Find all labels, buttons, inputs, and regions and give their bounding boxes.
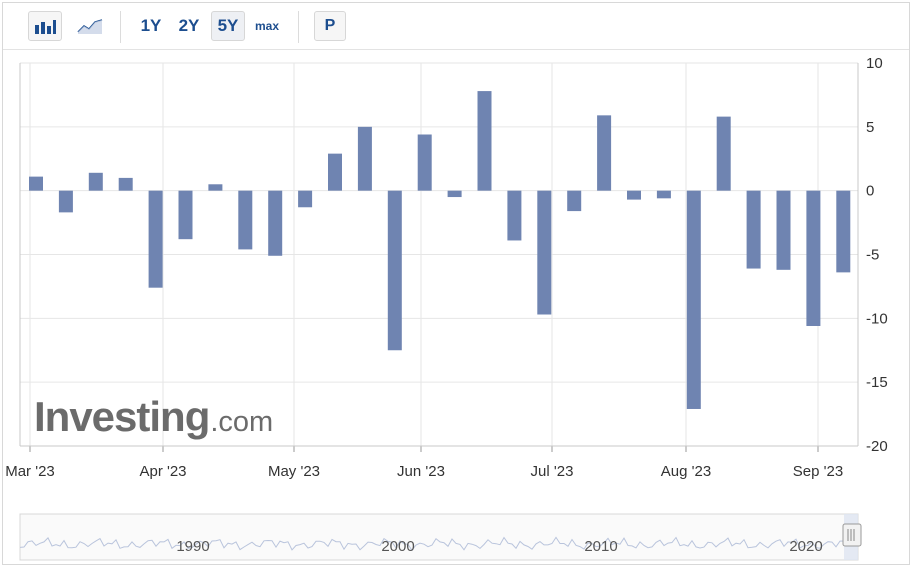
- bar-24: [746, 190, 761, 269]
- range-5y-button[interactable]: 5Y: [211, 11, 245, 41]
- gridlines: [20, 62, 858, 447]
- x-tick-label: Mar '23: [5, 463, 55, 480]
- range-2y-button[interactable]: 2Y: [178, 16, 200, 35]
- logo-brand: Investing: [34, 393, 210, 440]
- bar-12: [387, 190, 402, 351]
- range-max-button[interactable]: max: [254, 19, 280, 33]
- bar-21: [656, 190, 671, 199]
- range-1y-button[interactable]: 1Y: [140, 16, 162, 35]
- bar-14: [447, 190, 462, 198]
- bar-chart: 10 5 0 -5 -10 -15 -20 Mar '23 Apr '23 May '23 Jun …: [5, 55, 887, 480]
- bar-3: [118, 177, 133, 191]
- p-button[interactable]: P: [314, 11, 346, 41]
- bar-0: [29, 176, 43, 191]
- bar-6: [208, 184, 223, 191]
- bar-4: [148, 190, 163, 288]
- bar-20: [627, 190, 641, 200]
- bars: [29, 91, 851, 409]
- y-tick-label: -10: [866, 310, 888, 327]
- axes: [19, 63, 859, 452]
- investing-logo: Investing .com: [34, 393, 273, 441]
- line-chart-button[interactable]: [73, 11, 107, 41]
- bar-9: [298, 190, 313, 208]
- bar-11: [357, 126, 372, 191]
- bar-18: [567, 190, 582, 212]
- logo-tld: .com: [210, 406, 274, 438]
- bar-15: [477, 91, 492, 191]
- y-tick-label: 5: [866, 119, 874, 136]
- x-tick-label: Jun '23: [397, 463, 445, 480]
- y-tick-label: -15: [866, 374, 888, 391]
- bar-17: [537, 190, 552, 315]
- bar-10: [328, 153, 342, 191]
- bar-8: [268, 190, 283, 256]
- bar-16: [507, 190, 522, 241]
- bar-13: [417, 134, 432, 191]
- x-tick-label: May '23: [268, 463, 320, 480]
- bar-26: [806, 190, 821, 326]
- bar-25: [776, 190, 791, 270]
- bar-7: [238, 190, 253, 250]
- y-tick-label: -5: [866, 247, 879, 264]
- bar-chart-icon: [35, 20, 56, 34]
- x-tick-label: Sep '23: [793, 463, 843, 480]
- bar-22: [686, 190, 701, 409]
- bar-chart-button[interactable]: [28, 11, 62, 41]
- x-tick-label: Apr '23: [139, 463, 186, 480]
- y-tick-label: 10: [866, 55, 883, 72]
- x-tick-label: Aug '23: [661, 463, 711, 480]
- bar-5: [178, 190, 193, 240]
- tick-labels: 10 5 0 -5 -10 -15 -20 Mar '23 Apr '23 May '23 Jun …: [5, 55, 887, 480]
- bar-19: [597, 115, 612, 191]
- bar-2: [88, 172, 103, 191]
- toolbar-divider: [120, 11, 121, 43]
- bar-1: [58, 190, 73, 213]
- chart-toolbar: 1Y 2Y 5Y max P: [3, 3, 909, 50]
- line-chart-icon: [77, 19, 103, 34]
- y-tick-label: 0: [866, 183, 874, 200]
- toolbar-divider: [298, 11, 299, 43]
- x-tick-label: Jul '23: [531, 463, 574, 480]
- bar-27: [836, 190, 851, 273]
- y-tick-label: -20: [866, 438, 888, 455]
- bar-23: [716, 116, 731, 191]
